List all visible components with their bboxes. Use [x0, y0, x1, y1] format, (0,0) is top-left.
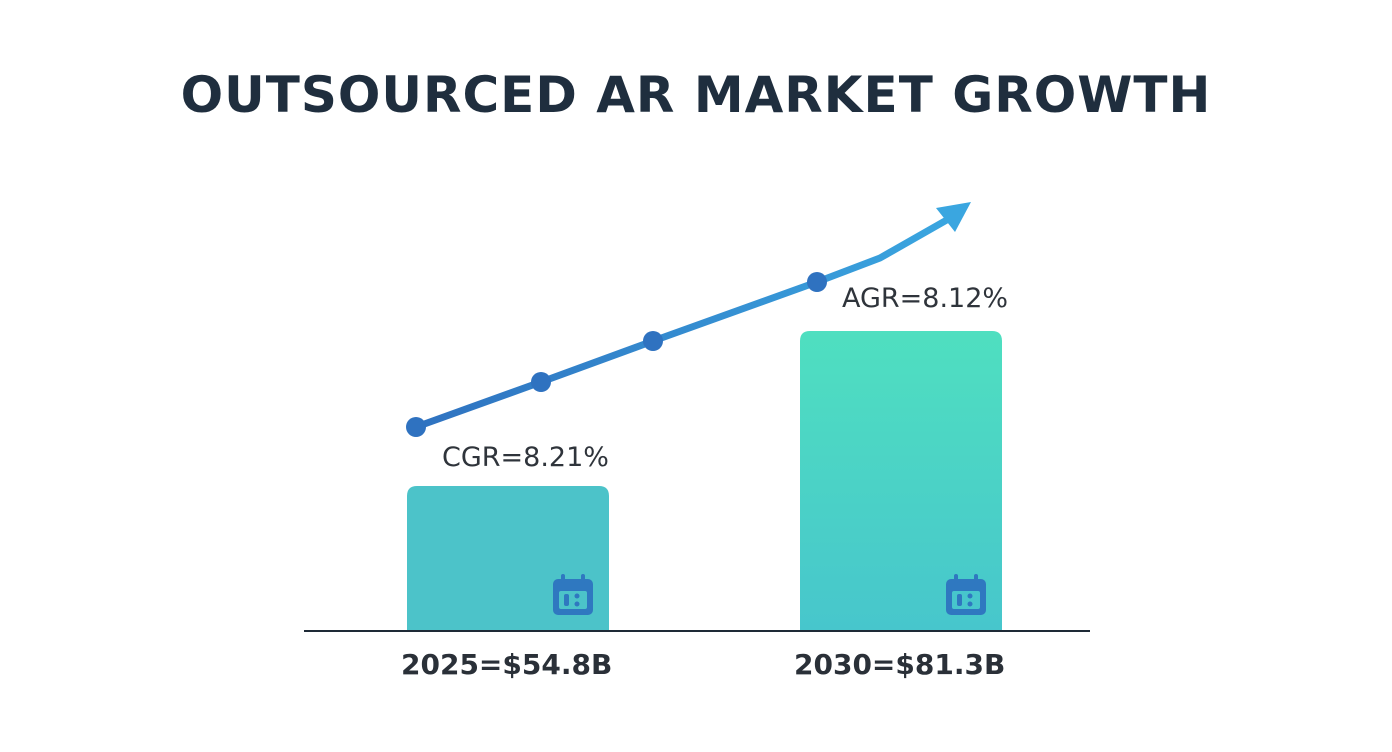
bar-label-2030: 2030=$81.3B: [794, 648, 1006, 681]
annotation-agr: AGR=8.12%: [842, 283, 1009, 314]
trend-point: [531, 372, 551, 392]
chart-title: OUTSOURCED AR MARKET GROWTH: [180, 66, 1212, 124]
trend-point: [643, 331, 663, 351]
bar-2030: [800, 331, 1002, 631]
annotation-cgr: CGR=8.21%: [442, 442, 609, 473]
trend-point: [807, 272, 827, 292]
trend-point: [406, 417, 426, 437]
calendar-icon: [946, 574, 986, 615]
bar-label-2025: 2025=$54.8B: [401, 648, 613, 681]
calendar-icon: [553, 574, 593, 615]
trend-arrow-head: [936, 202, 971, 232]
trend-line: [412, 213, 956, 431]
